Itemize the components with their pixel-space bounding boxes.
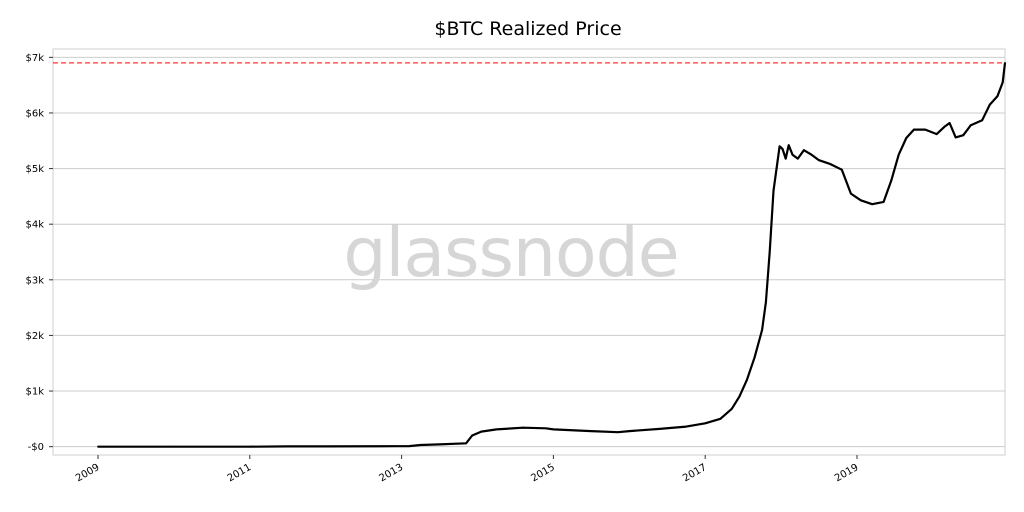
data-point <box>408 445 411 447</box>
data-point <box>924 128 927 131</box>
x-tick-label: 2019 <box>833 462 861 484</box>
data-point <box>97 445 99 448</box>
data-point <box>969 124 972 127</box>
data-point <box>913 128 915 131</box>
data-point <box>996 95 999 98</box>
x-tick-label: 2017 <box>681 462 709 484</box>
data-point <box>544 427 547 430</box>
data-point <box>480 430 483 433</box>
x-tick-label: 2015 <box>529 462 557 484</box>
data-point <box>803 149 805 152</box>
x-tick-label: 2011 <box>226 462 254 484</box>
x-tick-label: 2013 <box>378 462 406 484</box>
data-point <box>761 329 763 331</box>
data-point <box>324 445 327 448</box>
data-point <box>768 251 771 253</box>
data-point <box>617 431 619 434</box>
y-tick-label: $2k <box>25 331 44 342</box>
data-point <box>658 428 661 430</box>
data-point <box>685 425 688 428</box>
data-point <box>552 428 555 431</box>
data-point <box>810 153 813 156</box>
data-point <box>419 444 422 446</box>
data-point <box>981 119 984 122</box>
data-point <box>738 395 741 398</box>
plot-area <box>52 48 1006 456</box>
x-tick-label: 2009 <box>74 462 102 484</box>
data-point <box>882 201 885 203</box>
data-point <box>248 445 251 448</box>
watermark: glassnode <box>343 214 678 293</box>
data-point <box>784 157 787 160</box>
data-point <box>781 148 784 151</box>
data-point <box>787 144 790 147</box>
data-point <box>730 407 733 410</box>
data-point <box>954 136 957 139</box>
data-point <box>772 189 775 192</box>
data-point <box>471 434 474 437</box>
y-tick-label: $7k <box>25 53 44 64</box>
data-point <box>393 445 395 448</box>
series-group <box>97 62 1007 448</box>
data-point <box>791 153 794 156</box>
data-point <box>948 122 951 124</box>
data-point <box>850 192 852 195</box>
data-point <box>628 430 631 432</box>
data-point <box>495 428 498 431</box>
data-point <box>746 379 748 381</box>
data-point <box>890 179 893 182</box>
data-point <box>818 159 820 162</box>
data-point <box>871 203 874 206</box>
y-axis-ticks: -$0 $1k $2k $3k $4k $5k $6k $7k <box>25 53 53 453</box>
chart-title: $BTC Realized Price <box>434 18 621 40</box>
data-point <box>943 126 946 128</box>
data-point <box>905 137 908 139</box>
data-point <box>704 422 707 425</box>
data-point <box>935 133 938 136</box>
y-tick-label: -$0 <box>28 442 44 453</box>
data-point <box>522 426 524 429</box>
grid-lines <box>53 56 1005 448</box>
data-point <box>988 103 991 106</box>
data-point <box>465 442 467 445</box>
data-point <box>962 134 965 137</box>
data-point <box>897 153 900 156</box>
data-point <box>719 417 722 420</box>
y-tick-label: $1k <box>25 387 44 398</box>
data-point <box>1001 81 1004 84</box>
x-axis-ticks: 2009 2011 2013 2015 2017 2019 <box>74 455 861 484</box>
data-point <box>859 199 862 202</box>
data-point <box>590 430 593 432</box>
data-point <box>796 157 799 160</box>
y-tick-label: $5k <box>25 164 44 175</box>
y-tick-label: $3k <box>25 275 44 286</box>
series-line <box>98 62 1007 448</box>
data-point <box>286 445 289 448</box>
data-point <box>753 356 756 359</box>
data-point <box>438 443 441 446</box>
data-point <box>765 301 767 303</box>
data-point <box>778 145 781 148</box>
data-point <box>173 445 175 448</box>
data-point <box>829 163 832 166</box>
data-point <box>1004 62 1006 64</box>
y-tick-label: $6k <box>25 108 44 119</box>
y-tick-label: $4k <box>25 220 44 231</box>
data-point <box>840 168 843 171</box>
